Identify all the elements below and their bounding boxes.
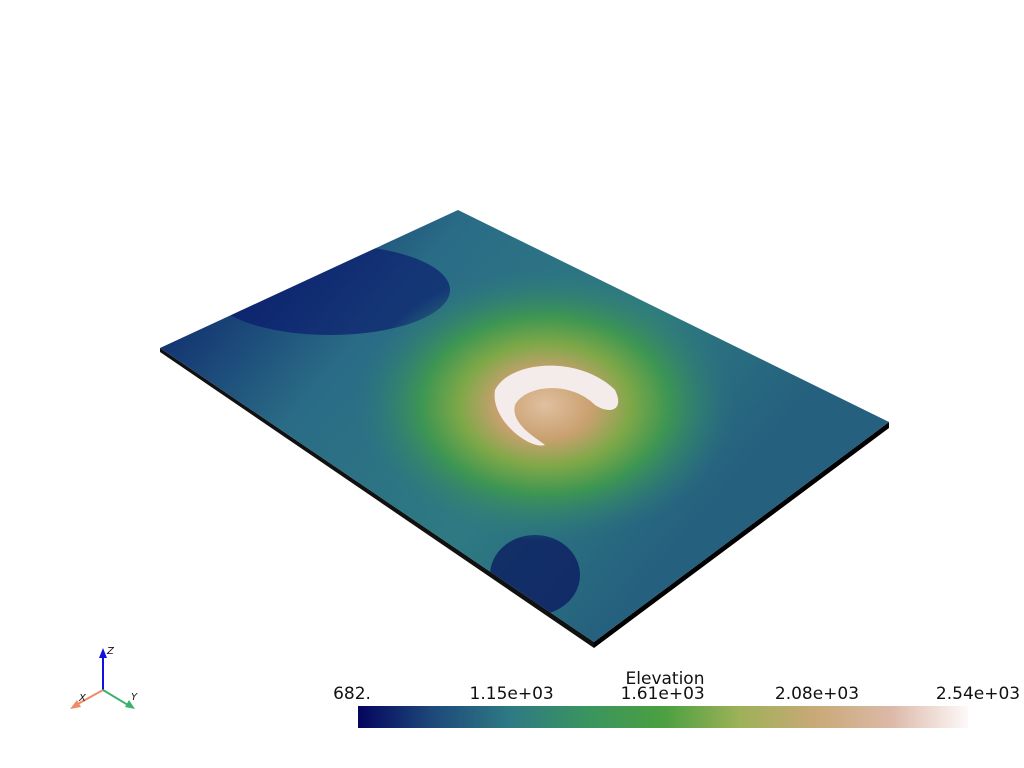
tick-label: 2.54e+03 (936, 684, 1020, 704)
axis-label: Z (106, 646, 115, 657)
scalar-bar-title: Elevation (626, 669, 705, 689)
terrain (160, 210, 889, 648)
tick-label: 1.15e+03 (470, 684, 554, 704)
tick-label: 1.61e+03 (621, 684, 705, 704)
axis-label: X (78, 693, 87, 704)
scalar-bar (358, 706, 968, 728)
orientation-axes: Z X Y (70, 646, 138, 709)
tick-label: 682. (333, 684, 371, 704)
axis-label: Y (131, 692, 138, 703)
tick-label: 2.08e+03 (775, 684, 859, 704)
